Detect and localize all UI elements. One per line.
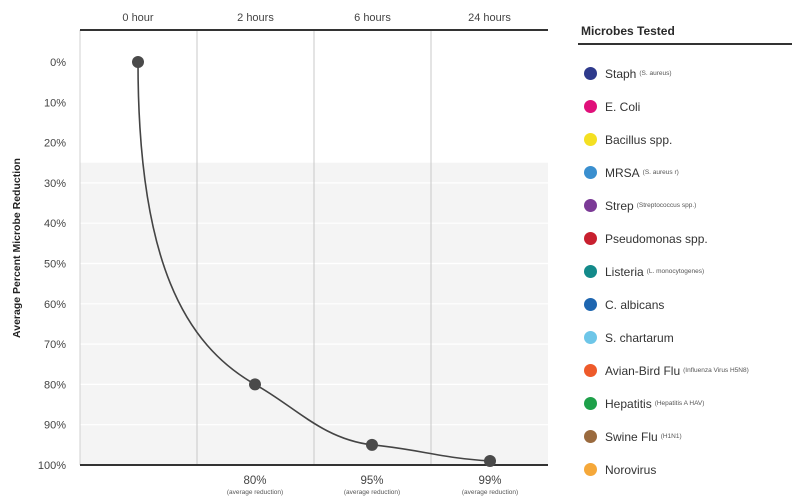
- legend-item: Bacillus spp.: [578, 123, 749, 156]
- legend-item: S. chartarum: [578, 321, 749, 354]
- legend-swatch-icon: [584, 199, 597, 212]
- legend-item-label: S. chartarum: [605, 330, 674, 345]
- legend-item-label: MRSA: [605, 165, 640, 180]
- y-tick-label: 80%: [44, 379, 66, 391]
- legend-item-label: Strep: [605, 198, 634, 213]
- y-tick-label: 60%: [44, 299, 66, 311]
- data-point: [132, 56, 144, 68]
- legend-swatch-icon: [584, 430, 597, 443]
- y-tick-label: 10%: [44, 97, 66, 109]
- legend-item: Hepatitis (Hepatitis A HAV): [578, 387, 749, 420]
- y-tick-label: 0%: [50, 57, 66, 69]
- legend-item-label: Norovirus: [605, 462, 657, 477]
- legend-item: Norovirus: [578, 453, 749, 486]
- y-tick-label: 30%: [44, 178, 66, 190]
- x-tick-label: 2 hours: [237, 12, 274, 24]
- legend-item: Strep (Streptococcus spp.): [578, 189, 749, 222]
- legend-item-label: C. albicans: [605, 297, 665, 312]
- point-note-label: (average reduction): [344, 489, 400, 496]
- legend-item-sublabel: (Influenza Virus H5N8): [683, 367, 749, 374]
- point-value-label: 80%: [243, 475, 266, 487]
- y-tick-label: 40%: [44, 218, 66, 230]
- legend: Microbes Tested Staph (S. aureus) E. Coli B…: [578, 22, 800, 477]
- legend-item-label: Bacillus spp.: [605, 132, 673, 147]
- y-axis-label: Average Percent Microbe Reduction: [11, 158, 23, 338]
- y-tick-label: 70%: [44, 339, 66, 351]
- series-line: [137, 61, 491, 462]
- x-tick-label: 0 hour: [122, 12, 154, 24]
- legend-item: Avian-Bird Flu (Influenza Virus H5N8): [578, 354, 749, 387]
- legend-item-label: E. Coli: [605, 99, 641, 114]
- legend-item-label: Swine Flu: [605, 429, 658, 444]
- point-note-label: (average reduction): [462, 489, 518, 496]
- legend-item-label: Avian-Bird Flu: [605, 363, 681, 378]
- y-tick-label: 100%: [38, 460, 66, 472]
- legend-swatch-icon: [584, 100, 597, 113]
- legend-divider: [578, 43, 792, 45]
- legend-item: C. albicans: [578, 288, 749, 321]
- x-tick-label: 24 hours: [468, 12, 511, 24]
- legend-item-sublabel: (Hepatitis A HAV): [654, 400, 705, 407]
- y-tick-label: 20%: [44, 138, 66, 150]
- point-note-label: (average reduction): [227, 489, 283, 496]
- legend-swatch-icon: [584, 67, 597, 80]
- y-tick-label: 90%: [44, 420, 66, 432]
- legend-swatch-icon: [584, 364, 597, 377]
- legend-item: MRSA (S. aureus r): [578, 156, 749, 189]
- legend-item-sublabel: (S. aureus r): [642, 169, 679, 176]
- legend-swatch-icon: [584, 232, 597, 245]
- legend-swatch-icon: [584, 397, 597, 410]
- legend-item-sublabel: (H1N1): [660, 433, 682, 440]
- legend-swatch-icon: [584, 133, 597, 146]
- legend-items: Staph (S. aureus) E. Coli Bacillus spp. MRSA…: [578, 57, 749, 486]
- legend-swatch-icon: [584, 166, 597, 179]
- data-point: [366, 438, 378, 451]
- legend-item-label: Hepatitis: [605, 396, 652, 411]
- legend-item: Staph (S. aureus): [578, 57, 749, 90]
- legend-item: Swine Flu (H1N1): [578, 420, 749, 453]
- legend-item-sublabel: (Streptococcus spp.): [636, 202, 697, 209]
- legend-title: Microbes Tested: [581, 24, 675, 38]
- legend-item-label: Listeria: [605, 264, 644, 279]
- chart-svg: 0% 10% 20% 30% 40% 50% 60% 70% 80% 90% 100% 0 hour 2…: [11, 12, 548, 496]
- legend-swatch-icon: [584, 298, 597, 311]
- legend-item: Pseudomonas spp.: [578, 222, 749, 255]
- legend-item-label: Pseudomonas spp.: [605, 231, 708, 246]
- point-value-label: 95%: [360, 475, 383, 487]
- y-tick-label: 50%: [44, 259, 66, 271]
- data-point: [484, 454, 496, 467]
- x-tick-label: 6 hours: [354, 12, 391, 24]
- legend-item-label: Staph: [605, 66, 637, 81]
- legend-item: E. Coli: [578, 90, 749, 123]
- data-point: [249, 378, 261, 391]
- legend-swatch-icon: [584, 463, 597, 476]
- legend-item: Listeria (L. monocytogenes): [578, 255, 749, 288]
- legend-item-sublabel: (S. aureus): [639, 70, 672, 77]
- legend-swatch-icon: [584, 331, 597, 344]
- point-value-label: 99%: [478, 475, 501, 487]
- legend-item-sublabel: (L. monocytogenes): [646, 268, 705, 275]
- legend-swatch-icon: [584, 265, 597, 278]
